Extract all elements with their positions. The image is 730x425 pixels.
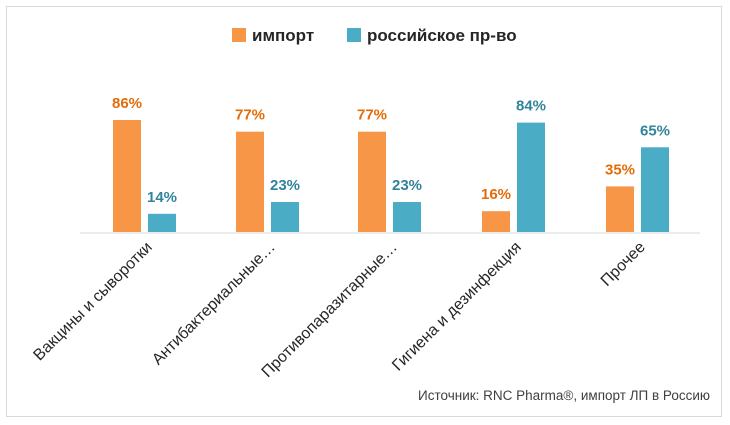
bar-import-5 (606, 186, 634, 232)
legend-label-domestic: российское пр-во (367, 26, 517, 45)
data-label-import-3: 77% (357, 107, 387, 124)
bar-domestic-1 (148, 213, 176, 232)
bar-import-2 (236, 131, 264, 232)
legend-swatch-import (232, 28, 246, 42)
legend-label-import: импорт (252, 26, 314, 45)
data-label-domestic-2: 23% (270, 177, 300, 194)
category-label-1: Вакцины и сыворотки (30, 239, 155, 364)
bar-domestic-4 (517, 122, 545, 232)
bar-import-1 (113, 120, 141, 232)
data-label-domestic-1: 14% (147, 189, 177, 206)
category-label-4: Гигиена и дезинфекция (389, 239, 525, 375)
legend: импорт российское пр-во (232, 26, 517, 45)
category-labels: Вакцины и сывороткиАнтибактериальные…Про… (30, 239, 648, 381)
source-note: Источник: RNC Pharma®, импорт ЛП в Росси… (418, 388, 710, 403)
bars-group: 86% 14% 77% 23% 77% 23% 16% 84% 35% 65% (112, 95, 670, 232)
legend-swatch-domestic (347, 28, 361, 42)
bar-domestic-2 (271, 202, 299, 232)
category-label-5: Прочее (598, 239, 649, 290)
category-label-2: Антибактериальные… (149, 239, 279, 369)
data-label-domestic-3: 23% (392, 177, 422, 194)
bar-import-4 (482, 211, 510, 232)
data-label-domestic-5: 65% (640, 122, 670, 139)
data-label-import-4: 16% (481, 186, 511, 203)
bar-domestic-3 (393, 202, 421, 232)
data-label-domestic-4: 84% (516, 98, 546, 115)
bar-domestic-5 (641, 147, 669, 232)
category-label-3: Противопаразитарные… (259, 239, 401, 381)
bar-import-3 (358, 131, 386, 232)
data-label-import-1: 86% (112, 95, 142, 112)
data-label-import-2: 77% (235, 107, 265, 124)
data-label-import-5: 35% (605, 161, 635, 178)
